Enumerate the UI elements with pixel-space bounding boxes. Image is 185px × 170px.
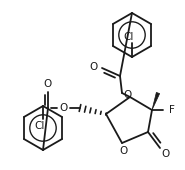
Text: O: O <box>44 79 52 89</box>
Text: O: O <box>124 90 132 100</box>
Text: Cl: Cl <box>124 32 134 42</box>
Text: F: F <box>169 105 175 115</box>
Text: O: O <box>161 149 169 159</box>
Polygon shape <box>152 92 160 110</box>
Text: O: O <box>90 62 98 72</box>
Text: O: O <box>119 146 127 156</box>
Text: Cl: Cl <box>35 121 45 131</box>
Text: O: O <box>59 103 67 113</box>
